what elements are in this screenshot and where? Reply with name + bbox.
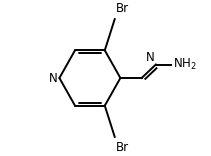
- Text: Br: Br: [116, 2, 129, 15]
- Text: Br: Br: [116, 141, 129, 154]
- Text: N: N: [146, 51, 154, 64]
- Text: NH$_2$: NH$_2$: [173, 57, 196, 72]
- Text: N: N: [49, 71, 57, 85]
